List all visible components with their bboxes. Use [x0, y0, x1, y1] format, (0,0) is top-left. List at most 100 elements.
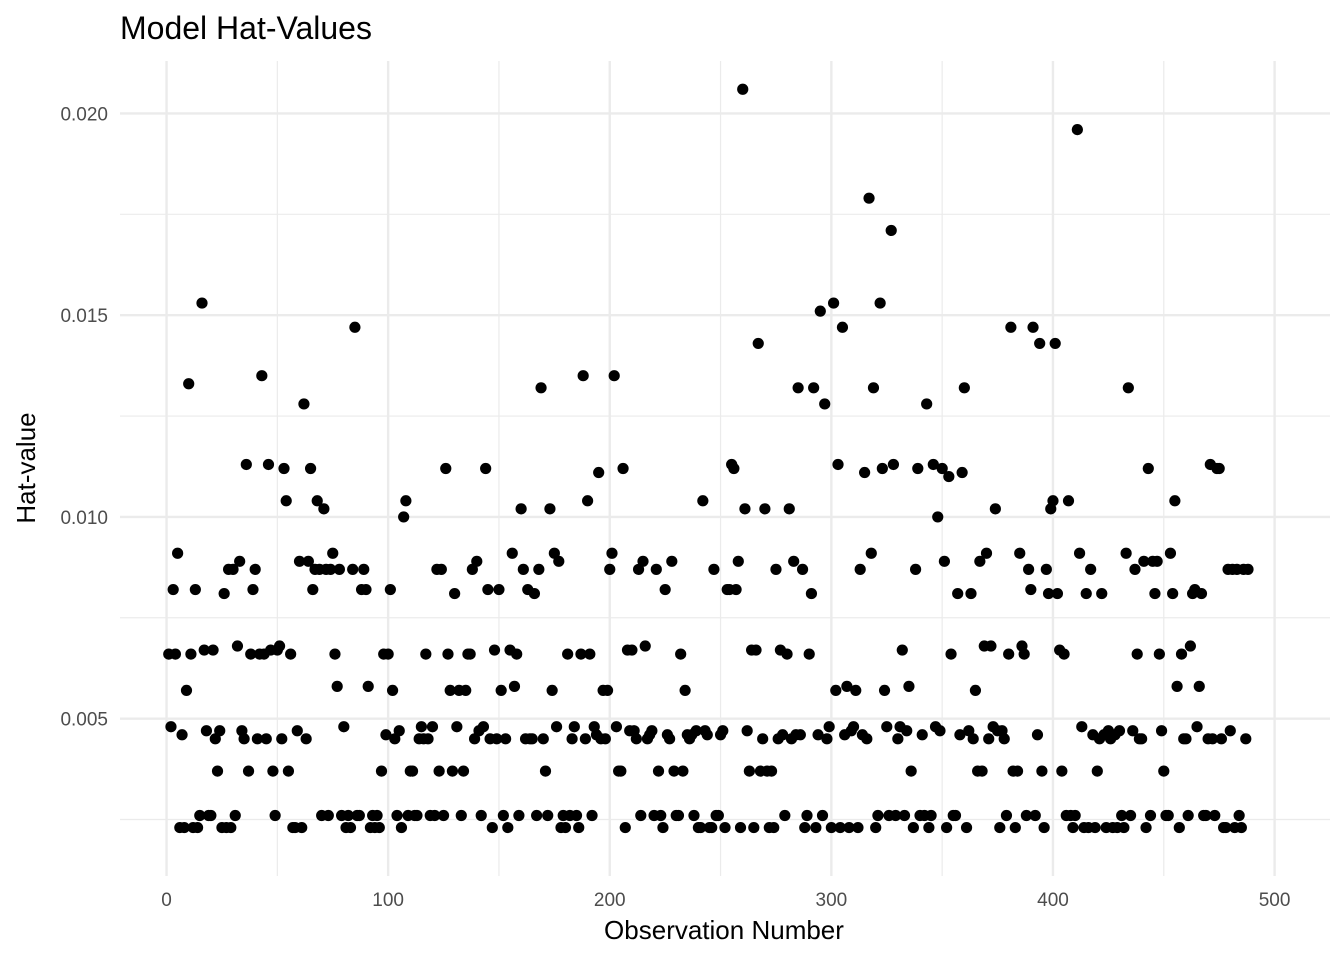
data-point [384, 583, 396, 596]
data-point [429, 809, 441, 822]
data-point [1138, 555, 1150, 567]
data-point [743, 765, 755, 777]
data-point [422, 733, 434, 745]
data-point [360, 583, 372, 596]
data-point [442, 648, 454, 660]
data-point [577, 370, 589, 382]
data-point [480, 462, 492, 475]
data-point [876, 462, 888, 475]
data-point [1096, 587, 1108, 600]
data-point [1193, 680, 1205, 692]
data-point [1206, 733, 1219, 745]
data-point [296, 821, 308, 834]
data-point [599, 733, 611, 745]
data-point [344, 821, 357, 834]
data-point [285, 648, 297, 660]
data-point [1014, 547, 1026, 559]
data-point [573, 821, 585, 834]
data-point [737, 83, 749, 95]
data-point [810, 821, 822, 834]
data-point [449, 587, 461, 600]
data-point [610, 721, 623, 733]
y-tick-label: 0.010 [60, 508, 108, 529]
data-point [901, 725, 913, 737]
data-point [240, 458, 252, 471]
data-point [444, 684, 456, 697]
data-point [706, 821, 718, 834]
data-point [238, 733, 250, 745]
data-point [757, 733, 769, 745]
data-point [544, 503, 556, 515]
data-point [874, 297, 886, 309]
data-point [1000, 809, 1013, 822]
data-point [1153, 648, 1165, 660]
data-point [816, 809, 829, 822]
data-point [1118, 821, 1130, 834]
data-point [1180, 733, 1192, 745]
data-point [1233, 809, 1245, 822]
data-point [903, 680, 915, 692]
data-point [517, 563, 529, 575]
chart-title: Model Hat-Values [120, 10, 372, 46]
data-point [342, 809, 354, 822]
data-point [550, 721, 563, 733]
data-point [695, 821, 707, 834]
data-point [1155, 725, 1168, 737]
data-point [300, 733, 312, 745]
data-point [526, 733, 538, 745]
data-point [741, 725, 753, 737]
data-point [1113, 725, 1126, 737]
data-point [819, 398, 831, 410]
data-point [1020, 809, 1032, 822]
data-point [878, 684, 891, 697]
data-point [781, 648, 793, 660]
data-point [225, 821, 237, 834]
data-point [1091, 765, 1103, 777]
data-point [604, 563, 616, 575]
data-point [191, 821, 204, 834]
data-point [324, 563, 337, 575]
data-point [531, 809, 543, 822]
data-point [475, 809, 487, 822]
data-point [349, 321, 361, 333]
data-point [486, 821, 498, 834]
data-point [183, 378, 195, 390]
data-point [1073, 547, 1086, 559]
data-point [200, 725, 213, 737]
data-point [932, 511, 944, 523]
data-point [194, 809, 206, 822]
data-point [863, 192, 875, 204]
data-point [958, 382, 970, 394]
data-point [1184, 640, 1196, 652]
data-point [433, 765, 445, 777]
data-point [276, 733, 288, 745]
data-point [508, 680, 521, 692]
data-point [568, 721, 580, 733]
data-point [1127, 725, 1139, 737]
data-point [830, 684, 842, 697]
data-point [327, 547, 339, 559]
data-point [488, 644, 501, 656]
data-point [495, 684, 507, 697]
data-point [1071, 123, 1083, 136]
data-point [1151, 555, 1163, 567]
data-point [949, 809, 962, 822]
data-point [169, 648, 182, 660]
data-point [730, 583, 742, 596]
data-point [1224, 725, 1236, 737]
data-point [960, 821, 973, 834]
data-point [732, 555, 744, 567]
data-point [329, 648, 341, 660]
data-point [606, 547, 618, 559]
data-point [375, 765, 388, 777]
data-point [912, 462, 924, 475]
data-point [185, 648, 197, 660]
data-point [1124, 809, 1137, 822]
data-point [836, 321, 849, 333]
data-point [601, 684, 614, 697]
data-point [437, 809, 450, 822]
data-point [659, 583, 671, 596]
x-tick-label: 200 [594, 890, 626, 911]
data-point [646, 725, 658, 737]
data-point [302, 555, 314, 567]
